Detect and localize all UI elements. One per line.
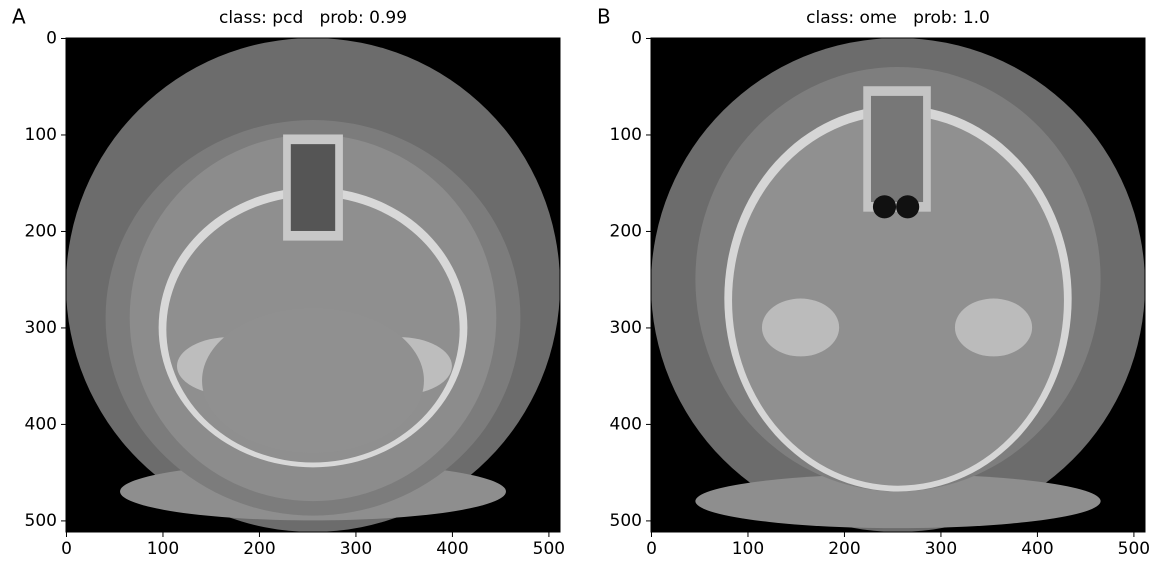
x-tick-label: 400	[1021, 539, 1053, 559]
x-tick-label: 0	[61, 539, 72, 559]
x-tick-label: 200	[828, 539, 860, 559]
x-tick-label: 100	[147, 539, 179, 559]
x-tick-label: 0	[646, 539, 657, 559]
y-tick-label: 500	[610, 511, 642, 531]
x-tick-label: 500	[533, 539, 565, 559]
y-tick-label: 200	[25, 221, 57, 241]
ct-scan	[66, 38, 560, 532]
panel-title: class: pcd prob: 0.99	[219, 8, 407, 28]
x-tick-label: 400	[436, 539, 468, 559]
x-tick-label: 300	[340, 539, 372, 559]
y-tick-label: 400	[610, 414, 642, 434]
y-tick-label: 300	[610, 318, 642, 338]
figure: Aclass: pcd prob: 0.99010020030040050001…	[0, 0, 1157, 566]
y-tick-label: 0	[46, 28, 57, 48]
y-tick-label: 400	[25, 414, 57, 434]
x-tick-label: 300	[925, 539, 957, 559]
x-tick-label: 200	[243, 539, 275, 559]
x-tick-label: 500	[1118, 539, 1150, 559]
y-tick-label: 200	[610, 221, 642, 241]
x-tick-label: 100	[732, 539, 764, 559]
y-tick-label: 100	[25, 125, 57, 145]
panel-title: class: ome prob: 1.0	[806, 8, 990, 28]
panel-label: A	[12, 5, 26, 29]
y-tick-label: 0	[631, 28, 642, 48]
y-tick-label: 300	[25, 318, 57, 338]
panel-label: B	[597, 5, 611, 29]
ct-scan	[651, 38, 1145, 532]
ct-image	[651, 38, 1145, 532]
y-tick-label: 500	[25, 511, 57, 531]
y-tick-label: 100	[610, 125, 642, 145]
ct-image	[66, 38, 560, 532]
